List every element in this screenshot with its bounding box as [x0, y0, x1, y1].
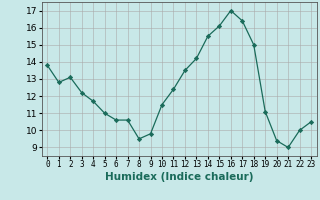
X-axis label: Humidex (Indice chaleur): Humidex (Indice chaleur): [105, 172, 253, 182]
